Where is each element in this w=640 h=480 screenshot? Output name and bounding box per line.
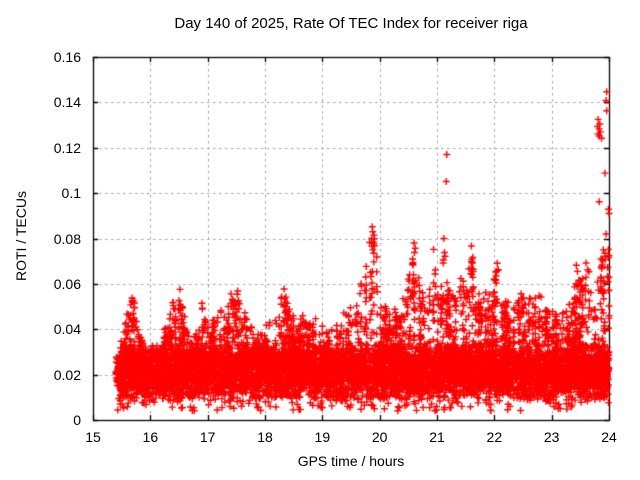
y-tick-label: 0.04 (53, 321, 81, 338)
x-tick-label: 21 (429, 429, 445, 445)
y-tick-label: 0.14 (53, 94, 81, 111)
x-tick-label: 20 (371, 429, 388, 445)
x-tick-label: 15 (85, 429, 101, 445)
y-tick-label: 0.1 (61, 185, 81, 202)
y-tick-label: 0.16 (53, 49, 81, 65)
x-tick-label: 18 (257, 429, 273, 445)
x-tick-label: 24 (601, 429, 617, 445)
x-tick-label: 17 (199, 429, 216, 445)
y-tick-label: 0.02 (53, 366, 81, 383)
y-tick-label: 0.12 (53, 139, 81, 156)
y-tick-label: 0.08 (53, 230, 81, 247)
y-tick-label: 0.06 (53, 275, 81, 292)
chart-title: Day 140 of 2025, Rate Of TEC Index for r… (174, 15, 528, 32)
x-tick-label: 23 (543, 429, 560, 445)
x-axis-title: GPS time / hours (297, 453, 405, 469)
y-tick-label: 0 (73, 412, 81, 428)
x-tick-label: 16 (142, 429, 159, 445)
x-tick-label: 19 (314, 429, 331, 445)
x-tick-label: 22 (486, 429, 503, 445)
